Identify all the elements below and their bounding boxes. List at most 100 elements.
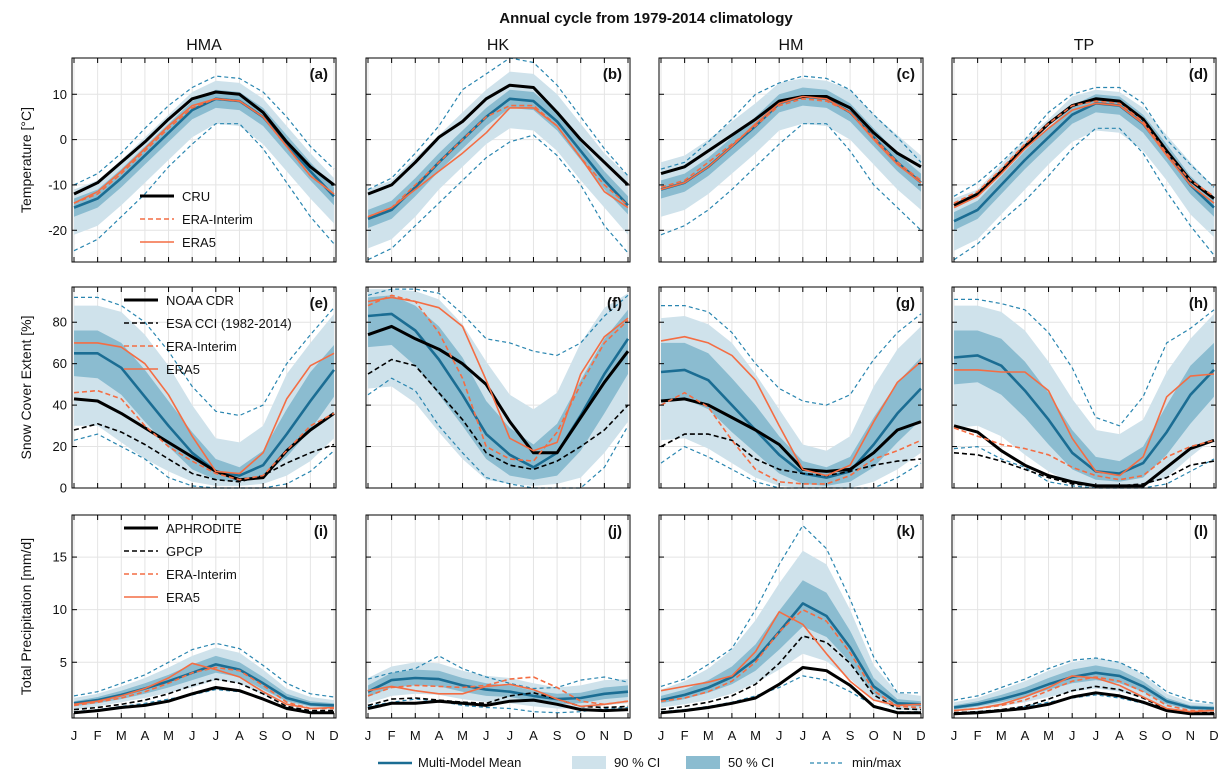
max-line <box>954 298 1215 427</box>
axes-frame <box>658 57 924 263</box>
era5-line <box>74 342 335 475</box>
era5-line <box>953 675 1215 713</box>
panel-label: (i) <box>314 523 328 540</box>
legend-swatch-ci50 <box>686 756 720 769</box>
x-tick-label: M <box>703 728 714 743</box>
y-tick-label: 15 <box>53 550 67 565</box>
multi-model-mean-line <box>367 97 629 221</box>
panel-j: J F M A M J J A S O N D(j) <box>365 514 633 743</box>
x-tick-label: D <box>1209 728 1218 743</box>
legend-swatch-ci90 <box>572 756 606 769</box>
axes-frame <box>365 286 631 489</box>
x-tick-label: J <box>71 728 78 743</box>
row-axis-label: Total Precipitation [mm/d] <box>18 538 34 695</box>
x-tick-label: F <box>388 728 396 743</box>
multi-model-mean-line <box>73 97 335 209</box>
reference-obs-line <box>73 686 334 715</box>
era-interim-line <box>73 666 334 710</box>
row-axis-label: Snow Cover Extent [%] <box>18 316 34 460</box>
legend-label: ERA-Interim <box>166 339 237 354</box>
legend-label: ERA-Interim <box>182 212 253 227</box>
panel-label: (j) <box>608 523 622 540</box>
x-tick-label: A <box>822 728 831 743</box>
axes-frame <box>365 514 631 719</box>
panel-label: (g) <box>896 295 915 312</box>
legend-label-mmm: Multi-Model Mean <box>418 755 521 770</box>
era5-line <box>367 296 629 452</box>
panel-label: (l) <box>1194 523 1208 540</box>
era5-line <box>73 98 335 204</box>
axes-frame <box>951 57 1217 263</box>
x-tick-label: N <box>893 728 902 743</box>
x-tick-label: A <box>141 728 150 743</box>
row-labels: Temperature [°C] Snow Cover Extent [%] Tot… <box>18 107 34 695</box>
max-line <box>660 524 921 694</box>
axes-frame <box>365 57 631 263</box>
max-line <box>953 86 1215 197</box>
axes-frame <box>658 286 924 489</box>
multi-model-mean-line <box>73 663 335 707</box>
x-tick-label: S <box>553 728 562 743</box>
panels: -20 -10 0 10 (a) CRU ERA-Interim ERA5 (b) (c) (d) 0… <box>48 57 1219 743</box>
multi-model-mean-line <box>367 312 630 469</box>
axes-frame <box>71 286 337 489</box>
y-tick-label: 0 <box>60 481 67 496</box>
column-title: HMA <box>186 37 222 54</box>
x-tick-label: A <box>435 728 444 743</box>
multi-model-mean-line <box>953 671 1215 710</box>
era5-line <box>367 107 629 218</box>
x-tick-label: M <box>163 728 174 743</box>
panel-l: J F M A M J J A S O N D(l) <box>951 514 1219 743</box>
era-interim-line <box>660 98 922 188</box>
x-tick-label: S <box>1139 728 1148 743</box>
legend-label-ci90: 90 % CI <box>614 755 660 770</box>
min-line <box>660 446 922 489</box>
era-interim-line <box>660 608 922 709</box>
reference-obs-line <box>660 95 922 176</box>
x-tick-label: A <box>1021 728 1030 743</box>
row-axis-label: Temperature [°C] <box>18 107 34 213</box>
legend-label: ERA-Interim <box>166 567 237 582</box>
x-tick-label: J <box>1093 728 1100 743</box>
y-tick-label: 80 <box>53 315 67 330</box>
axes-frame <box>71 514 337 719</box>
legend-label: ERA5 <box>166 362 200 377</box>
multi-model-mean-line <box>660 368 922 479</box>
reference-obs-line <box>660 666 921 715</box>
column-title: TP <box>1074 37 1094 54</box>
max-line <box>661 305 922 406</box>
min-line <box>367 134 629 261</box>
ci50-band <box>368 295 628 480</box>
secondary-obs-line <box>367 358 629 471</box>
x-tick-label: N <box>306 728 315 743</box>
max-line <box>73 642 335 698</box>
x-tick-label: S <box>259 728 268 743</box>
max-line <box>367 655 629 690</box>
x-tick-label: D <box>623 728 632 743</box>
multi-model-mean-line <box>953 102 1215 223</box>
min-line <box>367 377 629 489</box>
x-tick-label: A <box>1115 728 1124 743</box>
era-interim-line <box>660 391 922 485</box>
x-tick-label: O <box>282 728 292 743</box>
panel-label: (b) <box>603 66 622 83</box>
x-tick-label: J <box>776 728 783 743</box>
x-tick-label: J <box>658 728 665 743</box>
x-tick-label: S <box>846 728 855 743</box>
panel-label: (k) <box>897 523 915 540</box>
axes-frame <box>658 514 924 719</box>
era5-line <box>953 102 1215 209</box>
era5-line <box>660 335 922 477</box>
panel-k: J F M A M J J A S O N D(k) <box>658 514 926 743</box>
x-tick-label: J <box>483 728 490 743</box>
reference-obs-line <box>73 90 335 196</box>
column-title: HK <box>487 37 510 54</box>
legend-label: GPCP <box>166 544 203 559</box>
ci50-band <box>661 580 921 707</box>
column-title: HM <box>779 37 804 54</box>
x-tick-label: D <box>916 728 925 743</box>
reference-obs-line <box>953 97 1215 207</box>
reference-obs-line <box>367 83 630 196</box>
max-line <box>953 657 1215 704</box>
